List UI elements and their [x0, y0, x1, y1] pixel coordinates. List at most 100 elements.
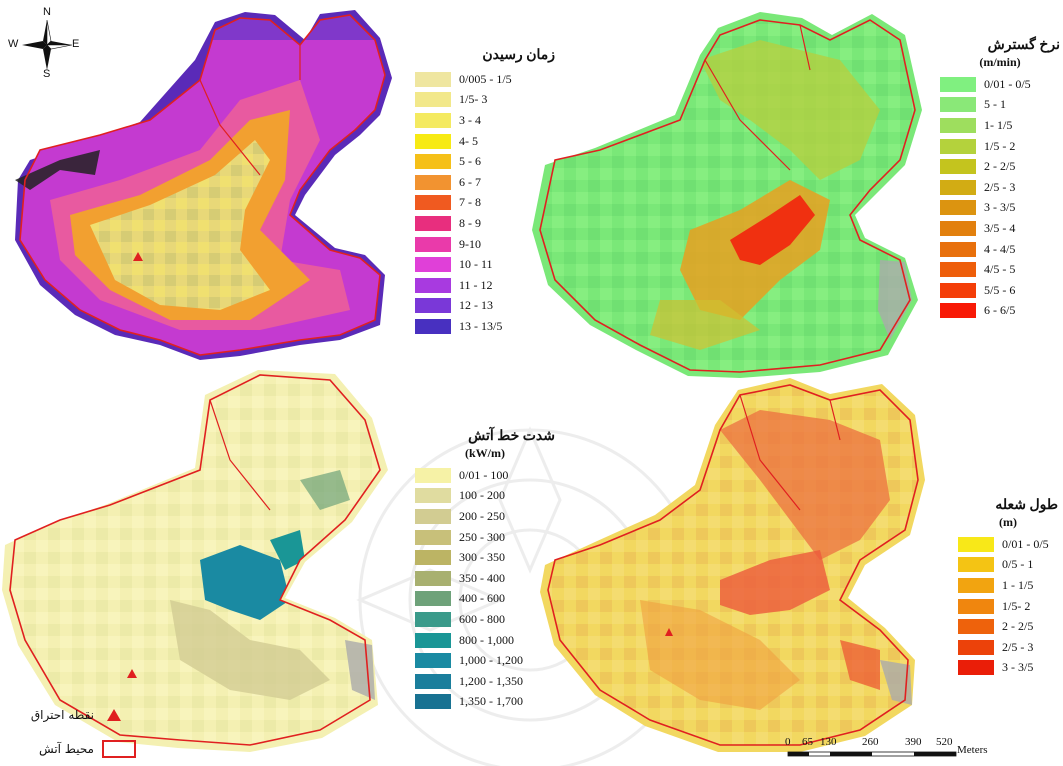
fire-perimeter-d	[547, 384, 919, 746]
legend-swatch	[940, 138, 976, 154]
legend-label: 3 - 3/5	[984, 200, 1016, 215]
perimeter-legend-row: محیط آتش	[14, 740, 136, 758]
scale-bar: 0 65 130 260 390 520 Meters	[784, 736, 1024, 764]
legend-row: 200 - 250	[415, 506, 555, 527]
legend-label: 1/5- 2	[1002, 598, 1031, 613]
legend-row: 0/01 - 100	[415, 465, 555, 486]
legend-swatch	[940, 303, 976, 319]
ignition-legend-row: نقطه احتراق	[14, 707, 124, 723]
legend-row: 4- 5	[415, 131, 555, 152]
legend-swatch	[415, 694, 451, 710]
legend-label: 4/5 - 5	[984, 262, 1016, 277]
legend-label: 100 - 200	[459, 488, 505, 503]
legend-row: 400 - 600	[415, 589, 555, 610]
legend-swatch	[415, 467, 451, 483]
legend-row: 100 - 200	[415, 486, 555, 507]
legend-label: 2/5 - 3	[1002, 639, 1034, 654]
fire-perimeter-b	[539, 19, 916, 373]
legend-label: 200 - 250	[459, 508, 505, 523]
legend-swatch	[415, 591, 451, 607]
legend-label: 5 - 1	[984, 97, 1006, 112]
legend-swatch	[958, 598, 994, 614]
legend-title: شدت خط آتش	[468, 429, 555, 444]
ignition-point-d	[665, 628, 673, 636]
legend-swatch	[958, 619, 994, 635]
legend-label: 1,350 - 1,700	[459, 694, 523, 709]
legend-swatch	[940, 282, 976, 298]
legend-label: 2 - 2/5	[984, 159, 1016, 174]
legend-label: 1,200 - 1,350	[459, 673, 523, 688]
compass-s: S	[43, 68, 51, 80]
legend-label: 4 - 4/5	[984, 241, 1016, 256]
legend-swatch	[415, 508, 451, 524]
scale-tick: 65	[802, 736, 813, 748]
legend-row: 3/5 - 4	[940, 218, 1060, 239]
legend-label: 1 - 1/5	[1002, 577, 1034, 592]
legend-swatch	[415, 133, 451, 149]
arrival-time-map	[15, 10, 392, 360]
legend-row: 1/5- 3	[415, 90, 555, 111]
legend-row: 12 - 13	[415, 296, 555, 317]
legend-label: 250 - 300	[459, 529, 505, 544]
legend-swatch	[415, 673, 451, 689]
legend-row: 8 - 9	[415, 213, 555, 234]
legend-label: 0/5 - 1	[1002, 557, 1034, 572]
legend-row: 11 - 12	[415, 275, 555, 296]
legend-row: 300 - 350	[415, 547, 555, 568]
legend-row: 4 - 4/5	[940, 239, 1060, 260]
legend-label: 350 - 400	[459, 570, 505, 585]
fireline-intensity-map	[2, 370, 388, 752]
legend-fireline-intensity: شدت خط آتش (kW/m) 0/01 - 100 100 - 200 200…	[415, 428, 555, 712]
legend-label: 6 - 6/5	[984, 303, 1016, 318]
legend-swatch	[940, 117, 976, 133]
legend-swatch	[940, 97, 976, 113]
legend-arrival-time: زمان رسیدن 0/005 - 1/5 1/5- 3 3 - 4 4- 5 5 -…	[415, 47, 555, 337]
legend-label: 0/01 - 100	[459, 467, 509, 482]
scale-tick: 0	[785, 736, 791, 748]
legend-title: طول شعله	[995, 498, 1058, 513]
legend-row: 3 - 4	[415, 110, 555, 131]
legend-swatch	[415, 236, 451, 252]
legend-row: 4/5 - 5	[940, 259, 1060, 280]
legend-row: 0/01 - 0/5	[958, 534, 1058, 555]
legend-label: 11 - 12	[459, 277, 493, 292]
legend-swatch	[940, 159, 976, 175]
perimeter-box-icon	[102, 740, 136, 758]
legend-swatch	[415, 570, 451, 586]
legend-row: 1- 1/5	[940, 115, 1060, 136]
legend-swatch	[940, 220, 976, 236]
flame-length-map	[540, 378, 925, 752]
legend-label: 6 - 7	[459, 174, 481, 189]
legend-label: 400 - 600	[459, 591, 505, 606]
legend-title: نرخ گسترش	[987, 38, 1060, 53]
legend-row: 13 - 13/5	[415, 316, 555, 337]
legend-swatch	[415, 318, 451, 334]
fire-perimeter-a	[19, 14, 386, 356]
legend-swatch	[415, 653, 451, 669]
legend-label: 13 - 13/5	[459, 318, 503, 333]
compass-rose-icon	[22, 19, 73, 70]
legend-spread-rate: نرخ گسترش (m/min) 0/01 - 0/5 5 - 1 1- 1/5 1…	[940, 37, 1060, 321]
legend-row: 5 - 6	[415, 151, 555, 172]
legend-label: 1/5- 3	[459, 92, 488, 107]
legend-swatch	[940, 200, 976, 216]
legend-unit: (m/min)	[979, 55, 1021, 69]
legend-swatch	[415, 215, 451, 231]
legend-label: 0/005 - 1/5	[459, 71, 512, 86]
legend-swatch	[415, 92, 451, 108]
perimeter-label: محیط آتش	[39, 742, 94, 756]
ignition-triangle-icon	[107, 709, 121, 721]
legend-swatch	[958, 536, 994, 552]
legend-label: 1- 1/5	[984, 117, 1013, 132]
legend-swatch	[415, 550, 451, 566]
legend-swatch	[940, 179, 976, 195]
legend-label: 3/5 - 4	[984, 220, 1016, 235]
legend-swatch	[940, 241, 976, 257]
legend-row: 5/5 - 6	[940, 280, 1060, 301]
legend-row: 3 - 3/5	[940, 198, 1060, 219]
legend-swatch	[415, 277, 451, 293]
legend-row: 1/5 - 2	[940, 136, 1060, 157]
legend-row: 1 - 1/5	[958, 575, 1058, 596]
legend-label: 0/01 - 0/5	[1002, 536, 1049, 551]
